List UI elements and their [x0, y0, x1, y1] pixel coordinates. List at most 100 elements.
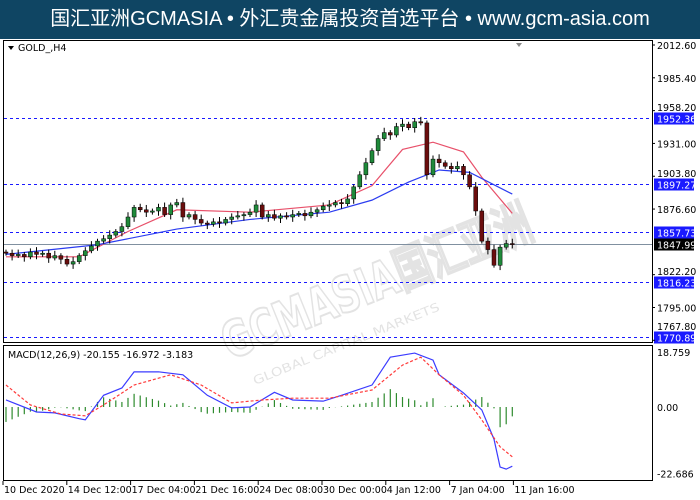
- bearish-candle: [388, 132, 393, 136]
- bearish-candle: [491, 249, 497, 266]
- bullish-candle: [107, 234, 112, 239]
- bullish-candle: [290, 214, 295, 218]
- bearish-candle: [473, 186, 478, 212]
- bearish-candle: [272, 214, 277, 219]
- bullish-candle: [247, 211, 253, 215]
- macd-pane[interactable]: [3, 345, 653, 481]
- moving-average-red-line: [6, 141, 513, 258]
- price-tick-label: 2012.60: [657, 41, 696, 52]
- macd-main-line: [5, 352, 513, 470]
- bullish-candle: [95, 240, 100, 247]
- level-price-label-bg: [654, 276, 694, 289]
- time-tick-label: 11 Jan 16:00: [514, 485, 574, 496]
- level-price-label: 1770.89: [657, 334, 696, 345]
- bearish-candle: [485, 240, 491, 250]
- time-tick-label: 14 Dec 12:00: [68, 485, 132, 496]
- bearish-candle: [46, 252, 51, 259]
- bullish-candle: [89, 245, 94, 252]
- bullish-candle: [351, 186, 356, 200]
- time-tick-label: 17 Dec 04:00: [132, 485, 196, 496]
- bullish-candle: [278, 215, 283, 219]
- collapse-triangle-icon[interactable]: [8, 46, 14, 50]
- bullish-candle: [266, 214, 271, 218]
- brand-banner: 国汇亚洲GCMASIA • 外汇贵金属投资首选平台 • www.gcm-asia…: [0, 0, 700, 39]
- bullish-candle: [320, 205, 326, 211]
- level-price-label: 1816.23: [657, 279, 696, 290]
- bearish-candle: [162, 207, 167, 215]
- bullish-candle: [52, 255, 58, 259]
- bullish-candle: [503, 243, 509, 248]
- bullish-candle: [314, 209, 320, 213]
- bullish-candle: [296, 213, 302, 215]
- bullish-candle: [381, 132, 387, 139]
- bullish-candle: [394, 126, 399, 136]
- bearish-candle: [64, 258, 70, 265]
- price-tick-label: 1931.00: [657, 139, 696, 150]
- macd-label: MACD(12,26,9) -20.155 -16.972 -3.183: [8, 350, 193, 361]
- time-tick-label: 7 Jan 04:00: [451, 485, 505, 496]
- macd-tick-label: 0.00: [657, 403, 678, 414]
- bearish-candle: [510, 243, 515, 245]
- bullish-candle: [223, 219, 228, 224]
- bullish-candle: [235, 215, 241, 218]
- bearish-candle: [144, 209, 149, 213]
- level-price-label: 1897.27: [657, 181, 696, 192]
- bearish-candle: [34, 251, 39, 255]
- bearish-candle: [467, 174, 472, 188]
- bullish-candle: [168, 204, 173, 215]
- price-tick-label: 1822.20: [657, 267, 696, 278]
- bullish-candle: [119, 226, 125, 232]
- bullish-candle: [113, 231, 119, 236]
- bullish-candle: [76, 255, 82, 262]
- bullish-candle: [400, 123, 405, 127]
- bearish-candle: [180, 202, 186, 218]
- bearish-candle: [58, 255, 64, 260]
- bearish-candle: [22, 254, 27, 258]
- macd-tick-label: 18.759: [657, 348, 690, 359]
- bearish-candle: [205, 222, 210, 225]
- watermark: GCMASIA国汇亚洲 GLOBAL CAPITAL MARKETS: [212, 193, 542, 388]
- price-tick-label: 1767.80: [657, 322, 696, 333]
- bullish-candle: [333, 202, 338, 206]
- bullish-candle: [131, 207, 137, 218]
- bearish-candle: [302, 213, 308, 217]
- price-pane[interactable]: [3, 40, 653, 343]
- bearish-candle: [9, 252, 15, 256]
- bullish-candle: [241, 214, 247, 217]
- bearish-candle: [418, 121, 424, 124]
- bullish-candle: [101, 238, 106, 242]
- current-price-label-bg: [654, 238, 694, 251]
- macd-tick-label: -22.686: [657, 469, 694, 480]
- level-price-label-bg: [654, 112, 694, 125]
- time-tick-label: 4 Jan 12:00: [387, 485, 441, 496]
- price-tick-label: 1795.00: [657, 303, 696, 314]
- level-price-label-bg: [654, 178, 694, 191]
- bearish-candle: [3, 251, 9, 254]
- bearish-candle: [284, 215, 289, 218]
- bullish-candle: [357, 174, 363, 188]
- time-tick-label: 24 Dec 08:00: [259, 485, 323, 496]
- shift-marker-icon[interactable]: [516, 43, 522, 47]
- bullish-candle: [363, 162, 369, 176]
- current-price-label: 1847.99: [657, 241, 696, 252]
- bullish-candle: [186, 214, 192, 218]
- price-tick-label: 1985.40: [657, 74, 696, 85]
- bullish-candle: [28, 251, 33, 258]
- time-tick-label: 10 Dec 2020: [4, 485, 65, 496]
- bullish-candle: [211, 221, 216, 225]
- time-tick-label: 21 Dec 16:00: [195, 485, 259, 496]
- bearish-candle: [259, 204, 265, 218]
- bullish-candle: [70, 261, 76, 265]
- moving-average-blue-line: [5, 169, 513, 256]
- bullish-candle: [253, 204, 259, 213]
- bullish-candle: [455, 166, 460, 170]
- bearish-candle: [192, 214, 198, 220]
- bullish-candle: [375, 138, 381, 151]
- bearish-candle: [436, 158, 442, 163]
- bullish-candle: [345, 198, 350, 204]
- bearish-candle: [461, 166, 466, 176]
- bullish-candle: [15, 254, 21, 256]
- trading-chart[interactable]: GCMASIA国汇亚洲 GLOBAL CAPITAL MARKETS 1952.…: [0, 39, 700, 500]
- bearish-candle: [424, 122, 430, 176]
- level-price-label: 1857.73: [657, 229, 696, 240]
